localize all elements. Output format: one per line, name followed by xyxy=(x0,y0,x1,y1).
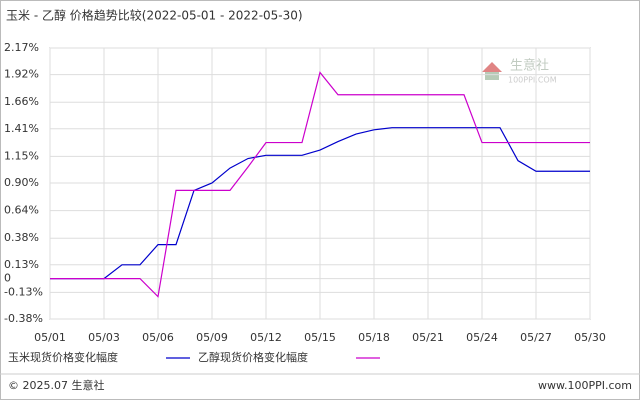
x-tick-label: 05/18 xyxy=(358,331,390,344)
watermark-name: 生意社 xyxy=(510,58,549,74)
footer-copyright: © 2025.07 生意社 xyxy=(8,378,104,392)
x-tick-label: 05/21 xyxy=(412,331,444,344)
y-tick-label: 0 xyxy=(4,272,11,285)
logo xyxy=(485,72,499,80)
watermark-url: 100PPI.COM xyxy=(508,76,557,85)
x-tick-label: 05/09 xyxy=(196,331,228,344)
x-tick-label: 05/15 xyxy=(304,331,336,344)
y-tick-label: 2.17% xyxy=(4,41,39,54)
y-tick-label: -0.38% xyxy=(4,312,43,325)
x-tick-label: 05/12 xyxy=(250,331,282,344)
series-line xyxy=(50,71,590,298)
y-tick-label: 0.38% xyxy=(4,231,39,244)
y-tick-label: -0.13% xyxy=(4,285,43,298)
y-tick-label: 1.66% xyxy=(4,95,39,108)
x-tick-label: 05/24 xyxy=(466,331,498,344)
watermark: 生意社 100PPI.COM xyxy=(482,58,557,85)
logo xyxy=(482,62,502,72)
x-tick-label: 05/01 xyxy=(34,331,66,344)
y-tick-label: 0.64% xyxy=(4,204,39,217)
x-tick-label: 05/30 xyxy=(574,331,606,344)
legend-label: 乙醇现货价格变化幅度 xyxy=(198,350,308,364)
y-tick-label: 0.13% xyxy=(4,258,39,271)
legend-label: 玉米现货价格变化幅度 xyxy=(8,350,118,364)
x-tick-label: 05/03 xyxy=(88,331,120,344)
series-line xyxy=(50,127,590,280)
x-tick-label: 05/27 xyxy=(520,331,552,344)
y-tick-label: 1.92% xyxy=(4,68,39,81)
chart-title: 玉米 - 乙醇 价格趋势比较(2022-05-01 - 2022-05-30) xyxy=(6,8,303,23)
y-tick-label: 0.90% xyxy=(4,176,39,189)
y-tick-label: 1.15% xyxy=(4,149,39,162)
x-tick-label: 05/06 xyxy=(142,331,174,344)
footer-site: www.100PPI.com xyxy=(538,379,632,392)
y-tick-label: 1.41% xyxy=(4,122,39,135)
